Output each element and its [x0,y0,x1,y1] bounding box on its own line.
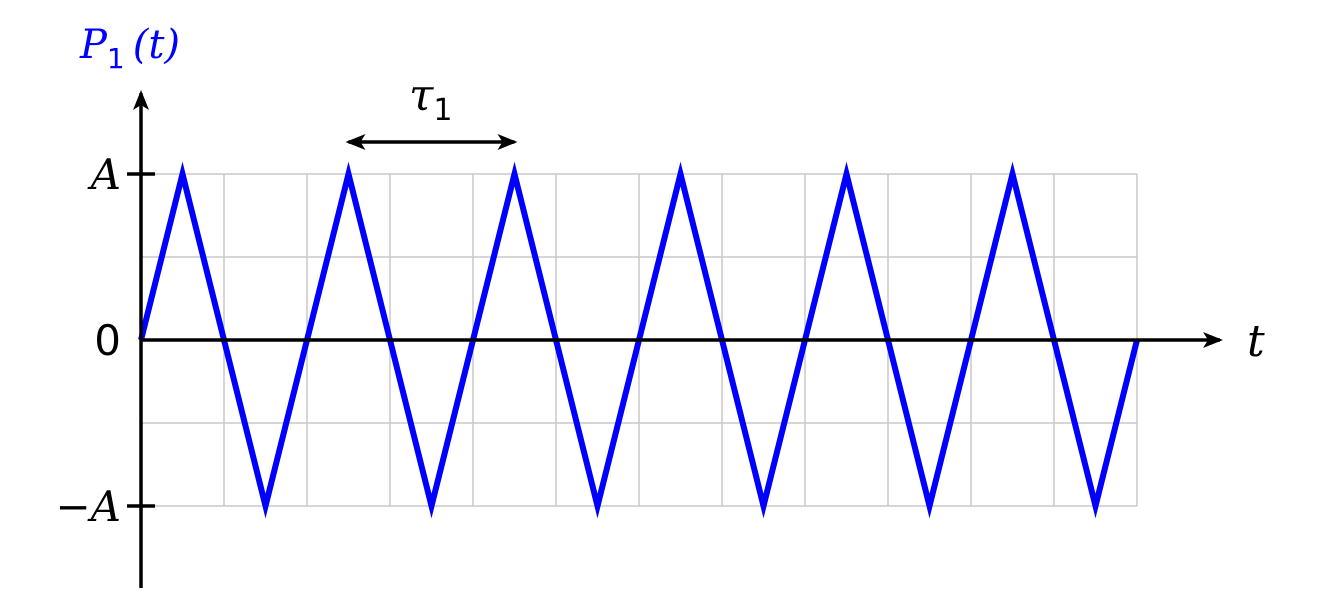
y-tick-label: A [87,150,121,199]
y-axis-label-arg: (t) [133,22,180,68]
grid [141,173,1138,507]
y-axis-label: P1 (t) [79,22,180,75]
period-label-main: τ [409,70,434,121]
y-tick-label: −A [55,482,121,531]
period-label-sub: 1 [433,93,452,128]
x-axis-label: t [1247,316,1265,367]
y-tick-label: 0 [94,316,121,365]
y-axis-label-sub: 1 [107,42,125,75]
period-annotation: τ1 [345,70,518,150]
period-label: τ1 [409,70,452,128]
y-ticks: A 0 −A [55,150,155,531]
y-axis-label-main: P [79,22,108,68]
